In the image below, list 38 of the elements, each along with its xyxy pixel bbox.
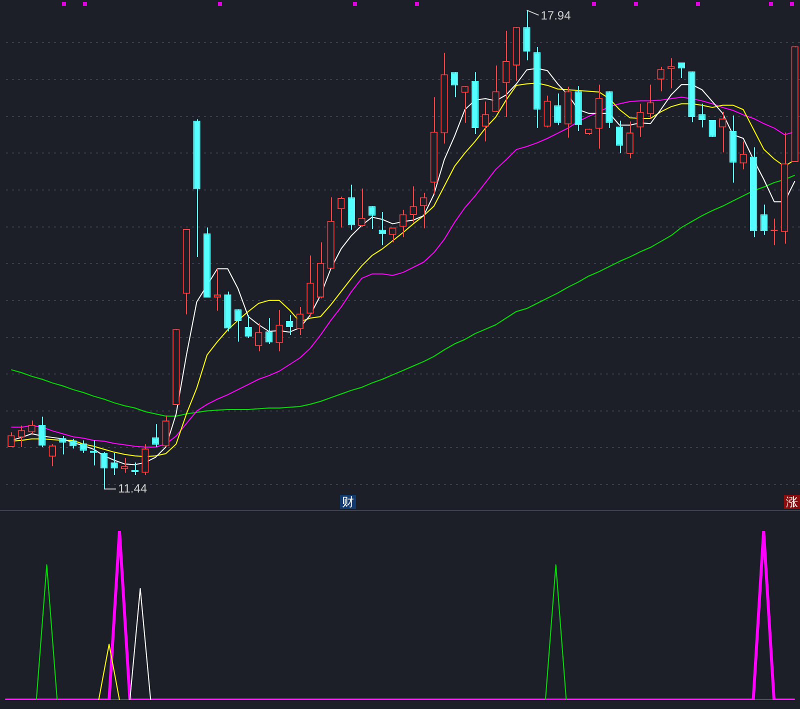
candlestick xyxy=(162,414,170,448)
candlestick xyxy=(214,268,221,312)
candlestick xyxy=(616,120,624,154)
candlestick xyxy=(255,322,262,352)
candlestick xyxy=(450,72,458,98)
candlestick xyxy=(378,212,386,246)
candlestick xyxy=(523,10,530,61)
candlestick xyxy=(636,103,644,138)
candlestick xyxy=(234,308,242,342)
candlestick xyxy=(59,435,66,455)
candlestick xyxy=(698,103,706,128)
candlestick xyxy=(142,444,149,476)
candlestick xyxy=(38,416,46,448)
candlestick xyxy=(544,95,551,128)
candlestick xyxy=(554,92,562,126)
candlestick xyxy=(120,458,128,474)
candlestick xyxy=(502,30,510,118)
candlestick xyxy=(760,204,768,236)
candlestick xyxy=(678,62,686,78)
candlestick xyxy=(286,314,294,336)
candlestick xyxy=(69,438,77,449)
candlestick xyxy=(667,58,675,89)
candlestick xyxy=(482,101,490,142)
annotation: 17.94 xyxy=(540,8,572,23)
candlestick xyxy=(152,424,160,448)
candlestick xyxy=(110,452,118,476)
candlestick xyxy=(399,209,407,238)
annotation: 11.44 xyxy=(118,481,148,496)
candlestick xyxy=(296,306,304,336)
candlestick xyxy=(90,440,98,466)
candlestick xyxy=(626,120,634,159)
candlestick xyxy=(100,452,108,490)
candlestick xyxy=(358,188,366,228)
candlestick xyxy=(276,310,283,352)
candlestick xyxy=(461,86,468,124)
candlestick xyxy=(492,64,500,112)
text: 财 xyxy=(340,495,356,509)
text: 涨 xyxy=(784,495,800,509)
